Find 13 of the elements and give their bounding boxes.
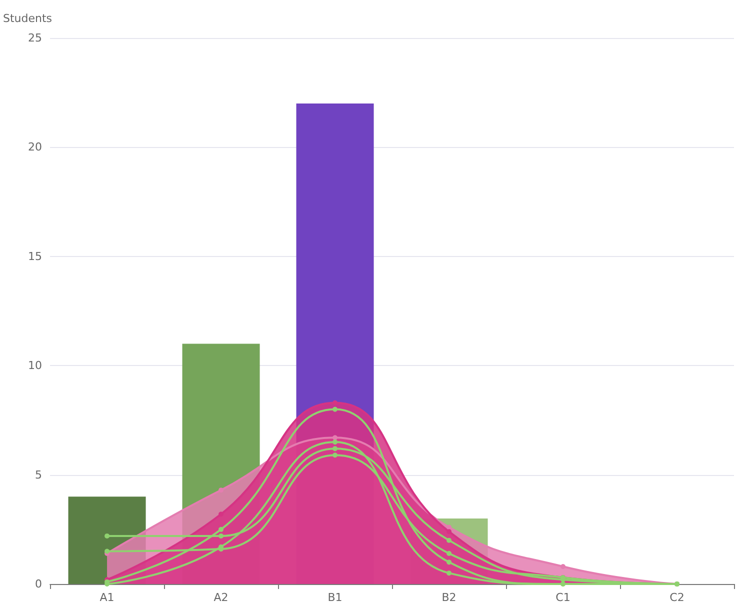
- x-tick-label: C2: [670, 591, 684, 604]
- y-tick-label: 20: [28, 140, 42, 154]
- y-tick-label: 0: [35, 578, 42, 590]
- y-tick-label: 25: [28, 32, 42, 44]
- y-tick-label: 10: [28, 359, 42, 372]
- x-tick-label: B1: [328, 591, 342, 604]
- x-tick-label: A1: [100, 591, 114, 604]
- x-tick-label: A2: [214, 591, 228, 604]
- y-tick-label: 15: [28, 250, 42, 263]
- y-axis-title: Students: [2, 12, 52, 25]
- x-tick-label: B2: [442, 591, 456, 604]
- y-tick-label: 5: [35, 468, 42, 482]
- x-tick-label: C1: [556, 591, 570, 604]
